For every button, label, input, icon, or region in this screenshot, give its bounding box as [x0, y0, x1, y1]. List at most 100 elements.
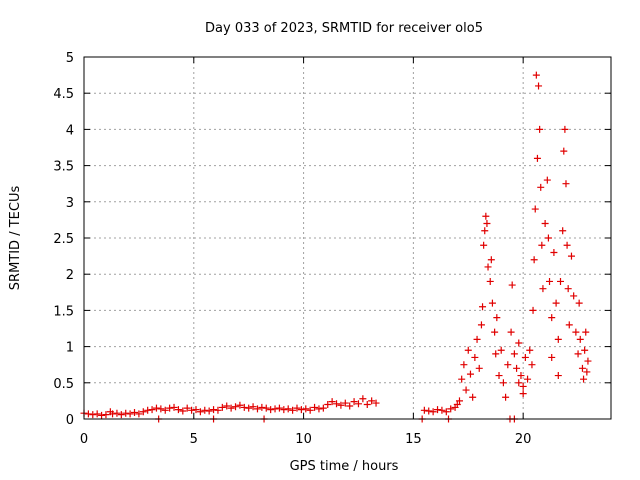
- data-point: [372, 399, 380, 407]
- data-point: [425, 407, 433, 415]
- data-point: [473, 335, 481, 343]
- data-point: [582, 328, 590, 336]
- tick-labels: 0 5 10 15 20 0 0.5 1 1.5 2 2.5 3 3.5 4 4.5 5: [53, 51, 531, 447]
- data-point: [84, 410, 92, 418]
- data-point: [135, 410, 143, 418]
- data-point: [502, 393, 510, 401]
- data-point: [572, 328, 580, 336]
- data-point: [532, 71, 540, 79]
- data-point: [546, 277, 554, 285]
- data-point: [179, 407, 187, 415]
- data-point: [166, 404, 174, 412]
- data-point: [458, 375, 466, 383]
- data-point: [333, 400, 341, 408]
- data-point: [93, 410, 101, 418]
- y-tick-label: 1: [66, 341, 74, 356]
- y-tick-label: 0.5: [53, 377, 74, 392]
- data-point: [350, 398, 358, 406]
- data-point: [196, 408, 204, 416]
- data-point: [280, 406, 288, 414]
- data-point: [538, 241, 546, 249]
- data-point: [341, 399, 349, 407]
- data-point: [152, 404, 160, 412]
- data-point: [519, 390, 527, 398]
- data-point: [157, 405, 165, 413]
- data-point: [354, 400, 362, 408]
- data-point: [565, 321, 573, 329]
- data-point: [218, 403, 226, 411]
- data-point: [550, 248, 558, 256]
- data-point: [508, 281, 516, 289]
- data-point: [201, 406, 209, 414]
- data-point: [499, 379, 507, 387]
- data-point: [214, 406, 222, 414]
- data-point: [517, 372, 525, 380]
- data-point: [438, 406, 446, 414]
- data-point: [122, 409, 130, 417]
- data-point: [131, 408, 139, 416]
- data-point: [561, 125, 569, 133]
- data-point: [481, 227, 489, 235]
- data-point: [584, 357, 592, 365]
- data-point: [240, 403, 248, 411]
- x-tick-label: 5: [190, 432, 198, 447]
- data-point: [576, 335, 584, 343]
- data-point: [117, 411, 125, 419]
- data-point: [183, 404, 191, 412]
- y-tick-label: 1.5: [53, 304, 74, 319]
- data-point: [271, 405, 279, 413]
- data-point: [447, 405, 455, 413]
- data-point: [346, 402, 354, 410]
- data-point: [102, 411, 110, 419]
- data-point: [245, 404, 253, 412]
- data-point: [455, 397, 463, 405]
- data-point: [113, 409, 121, 417]
- data-point: [536, 125, 544, 133]
- data-point: [513, 364, 521, 372]
- data-point: [562, 180, 570, 188]
- data-point: [580, 375, 588, 383]
- data-point: [486, 277, 494, 285]
- y-tick-label: 4: [66, 123, 74, 138]
- data-point: [293, 404, 301, 412]
- data-point: [554, 372, 562, 380]
- data-point: [306, 406, 314, 414]
- grid: [84, 57, 611, 419]
- data-point: [479, 303, 487, 311]
- data-point: [487, 256, 495, 264]
- data-point: [144, 406, 152, 414]
- data-point: [544, 234, 552, 242]
- data-point: [359, 395, 367, 403]
- data-point: [484, 263, 492, 271]
- x-tick-label: 20: [515, 432, 532, 447]
- data-point: [559, 227, 567, 235]
- data-point: [89, 411, 97, 419]
- data-point: [302, 405, 310, 413]
- data-points: [80, 71, 592, 423]
- data-point: [578, 364, 586, 372]
- data-point: [139, 408, 147, 416]
- data-point: [541, 220, 549, 228]
- data-point: [583, 368, 591, 376]
- data-point: [227, 404, 235, 412]
- data-point: [537, 183, 545, 191]
- data-point: [275, 404, 283, 412]
- data-point: [258, 403, 266, 411]
- data-point: [464, 346, 472, 354]
- data-point: [267, 406, 275, 414]
- data-point: [480, 241, 488, 249]
- data-point: [475, 364, 483, 372]
- data-point: [563, 241, 571, 249]
- data-point: [210, 406, 218, 414]
- data-point: [524, 375, 532, 383]
- data-point: [567, 252, 575, 260]
- data-point: [539, 285, 547, 293]
- data-point: [460, 361, 468, 369]
- data-point: [324, 401, 332, 409]
- data-point: [453, 401, 461, 409]
- data-point: [262, 404, 270, 412]
- data-point: [466, 370, 474, 378]
- data-point: [575, 299, 583, 307]
- data-point: [535, 82, 543, 90]
